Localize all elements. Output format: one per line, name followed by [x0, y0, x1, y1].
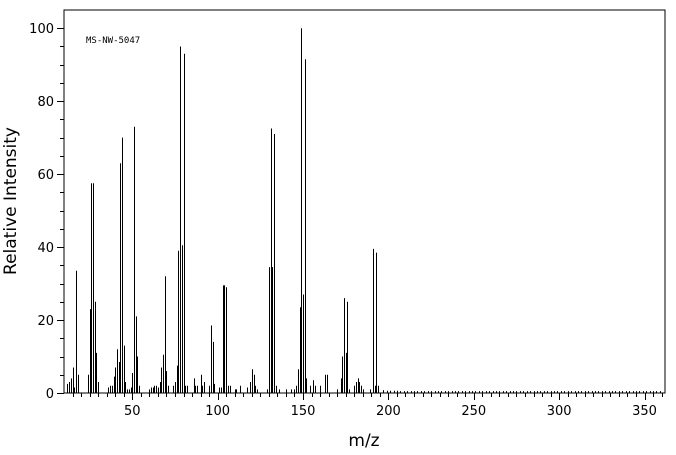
- x-tick-label-200: 200: [376, 404, 401, 419]
- y-tick-label-100: 100: [29, 22, 54, 37]
- x-tick-label-300: 300: [547, 404, 572, 419]
- x-tick-label-150: 150: [291, 404, 316, 419]
- x-tick-label-100: 100: [205, 404, 230, 419]
- plot-frame: [63, 9, 666, 394]
- x-axis-title: m/z: [348, 431, 379, 451]
- x-tick-label-350: 350: [632, 404, 657, 419]
- y-tick-label-20: 20: [37, 314, 54, 329]
- peak-bars: [67, 28, 661, 393]
- spectrum-id-annotation: MS-NW-5047: [86, 36, 140, 46]
- y-axis-ticks: 0 20 40 60 80 100: [29, 22, 64, 402]
- y-tick-label-0: 0: [46, 387, 54, 402]
- x-tick-label-50: 50: [124, 404, 141, 419]
- x-tick-label-250: 250: [461, 404, 486, 419]
- y-tick-label-60: 60: [37, 168, 54, 183]
- y-tick-label-40: 40: [37, 241, 54, 256]
- x-axis-ticks: 50 100 150 200 250 300 350: [73, 393, 663, 419]
- y-axis-title: Relative Intensity: [1, 127, 21, 275]
- y-tick-label-80: 80: [37, 95, 54, 110]
